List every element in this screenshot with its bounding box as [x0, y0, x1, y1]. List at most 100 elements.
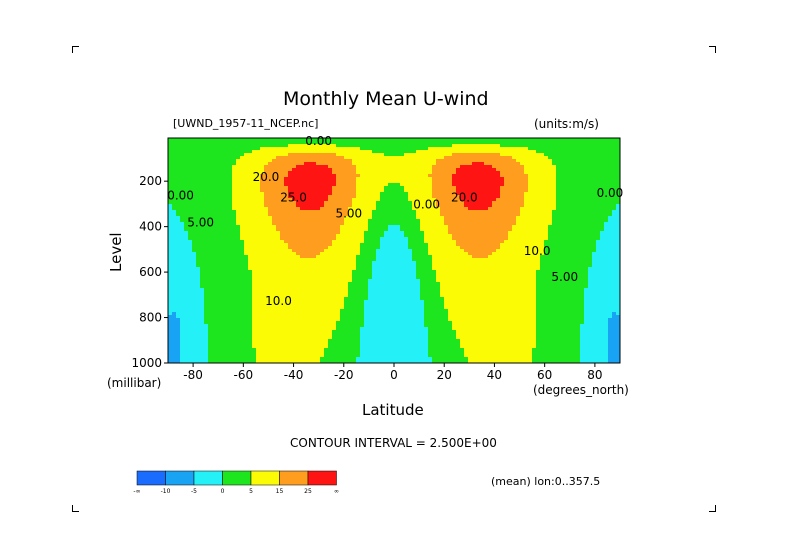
contour-cell: [300, 234, 305, 238]
contour-cell: [232, 153, 237, 157]
contour-cell: [320, 288, 325, 292]
contour-cell: [240, 339, 245, 343]
contour-cell: [400, 153, 405, 157]
contour-cell: [328, 351, 333, 355]
contour-cell: [220, 243, 225, 247]
contour-cell: [196, 144, 201, 148]
contour-cell: [392, 180, 397, 184]
contour-cell: [240, 345, 245, 349]
contour-cell: [332, 294, 337, 298]
contour-cell: [180, 216, 185, 220]
contour-cell: [196, 210, 201, 214]
contour-cell: [188, 300, 193, 304]
contour-cell: [368, 360, 373, 364]
contour-cell: [228, 291, 233, 295]
contour-cell: [172, 264, 177, 268]
contour-cell: [324, 216, 329, 220]
contour-cell: [316, 297, 321, 301]
contour-cell: [284, 180, 289, 184]
contour-cell: [268, 252, 273, 256]
contour-cell: [324, 318, 329, 322]
contour-cell: [296, 207, 301, 211]
contour-cell: [400, 276, 405, 280]
contour-cell: [276, 177, 281, 181]
contour-cell: [188, 216, 193, 220]
contour-cell: [308, 282, 313, 286]
contour-cell: [408, 234, 413, 238]
contour-cell: [420, 345, 425, 349]
contour-cell: [184, 186, 189, 190]
contour-cell: [212, 246, 217, 250]
contour-cell: [420, 153, 425, 157]
contour-cell: [220, 141, 225, 145]
contour-cell: [424, 309, 429, 313]
contour-cell: [256, 318, 261, 322]
contour-cell: [400, 192, 405, 196]
contour-cell: [380, 357, 385, 361]
contour-cell: [432, 207, 437, 211]
contour-cell: [228, 168, 233, 172]
contour-cell: [392, 150, 397, 154]
contour-cell: [192, 294, 197, 298]
contour-cell: [304, 222, 309, 226]
contour-cell: [348, 231, 353, 235]
contour-cell: [172, 282, 177, 286]
contour-cell: [180, 264, 185, 268]
contour-cell: [320, 150, 325, 154]
contour-cell: [172, 336, 177, 340]
contour-cell: [404, 144, 409, 148]
contour-cell: [264, 354, 269, 358]
contour-cell: [316, 177, 321, 181]
contour-cell: [220, 171, 225, 175]
contour-cell: [312, 237, 317, 241]
contour-cell: [240, 240, 245, 244]
contour-cell: [372, 300, 377, 304]
contour-cell: [368, 255, 373, 259]
contour-cell: [168, 153, 173, 157]
contour-cell: [196, 177, 201, 181]
contour-cell: [284, 150, 289, 154]
contour-cell: [340, 210, 345, 214]
contour-cell: [420, 270, 425, 274]
contour-cell: [336, 258, 341, 262]
contour-cell: [428, 294, 433, 298]
contour-cell: [324, 258, 329, 262]
contour-cell: [220, 351, 225, 355]
contour-cell: [396, 273, 401, 277]
contour-cell: [364, 222, 369, 226]
contour-cell: [296, 324, 301, 328]
contour-cell: [396, 303, 401, 307]
contour-cell: [236, 168, 241, 172]
contour-cell: [256, 159, 261, 163]
contour-cell: [276, 162, 281, 166]
contour-cell: [208, 186, 213, 190]
contour-cell: [340, 312, 345, 316]
contour-cell: [356, 309, 361, 313]
contour-cell: [384, 192, 389, 196]
contour-cell: [316, 168, 321, 172]
contour-cell: [184, 201, 189, 205]
contour-cell: [288, 216, 293, 220]
contour-cell: [364, 150, 369, 154]
contour-cell: [208, 342, 213, 346]
contour-cell: [376, 171, 381, 175]
contour-cell: [356, 252, 361, 256]
contour-cell: [400, 180, 405, 184]
contour-cell: [392, 147, 397, 151]
contour-cell: [252, 360, 257, 364]
contour-cell: [320, 210, 325, 214]
contour-cell: [288, 234, 293, 238]
contour-cell: [244, 318, 249, 322]
contour-cell: [376, 183, 381, 187]
contour-cell: [368, 243, 373, 247]
contour-cell: [304, 168, 309, 172]
contour-cell: [292, 330, 297, 334]
contour-cell: [244, 162, 249, 166]
contour-cell: [376, 231, 381, 235]
contour-cell: [316, 357, 321, 361]
contour-cell: [212, 354, 217, 358]
contour-cell: [320, 276, 325, 280]
contour-cell: [248, 171, 253, 175]
contour-cell: [304, 291, 309, 295]
contour-cell: [264, 168, 269, 172]
